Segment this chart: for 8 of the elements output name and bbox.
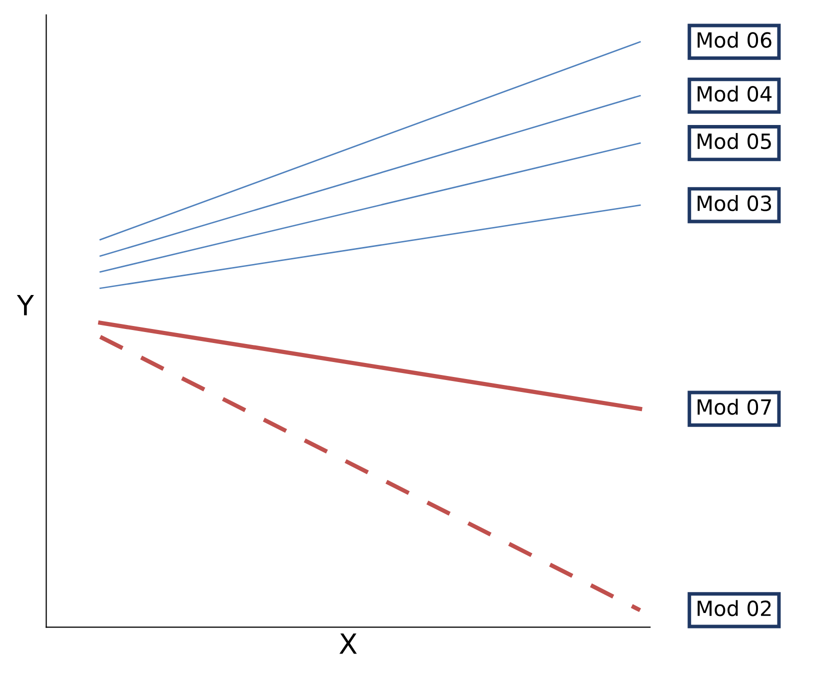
y-axis-title: Y: [16, 295, 34, 316]
text: Mod 04: [698, 86, 772, 102]
x-axis-title: X: [339, 634, 357, 654]
text: Mod 06: [698, 32, 772, 48]
text: Mod 02: [698, 600, 771, 616]
text: Mod 03: [698, 195, 772, 212]
text: Mod 07: [698, 398, 771, 415]
text: Mod 05: [698, 133, 771, 150]
